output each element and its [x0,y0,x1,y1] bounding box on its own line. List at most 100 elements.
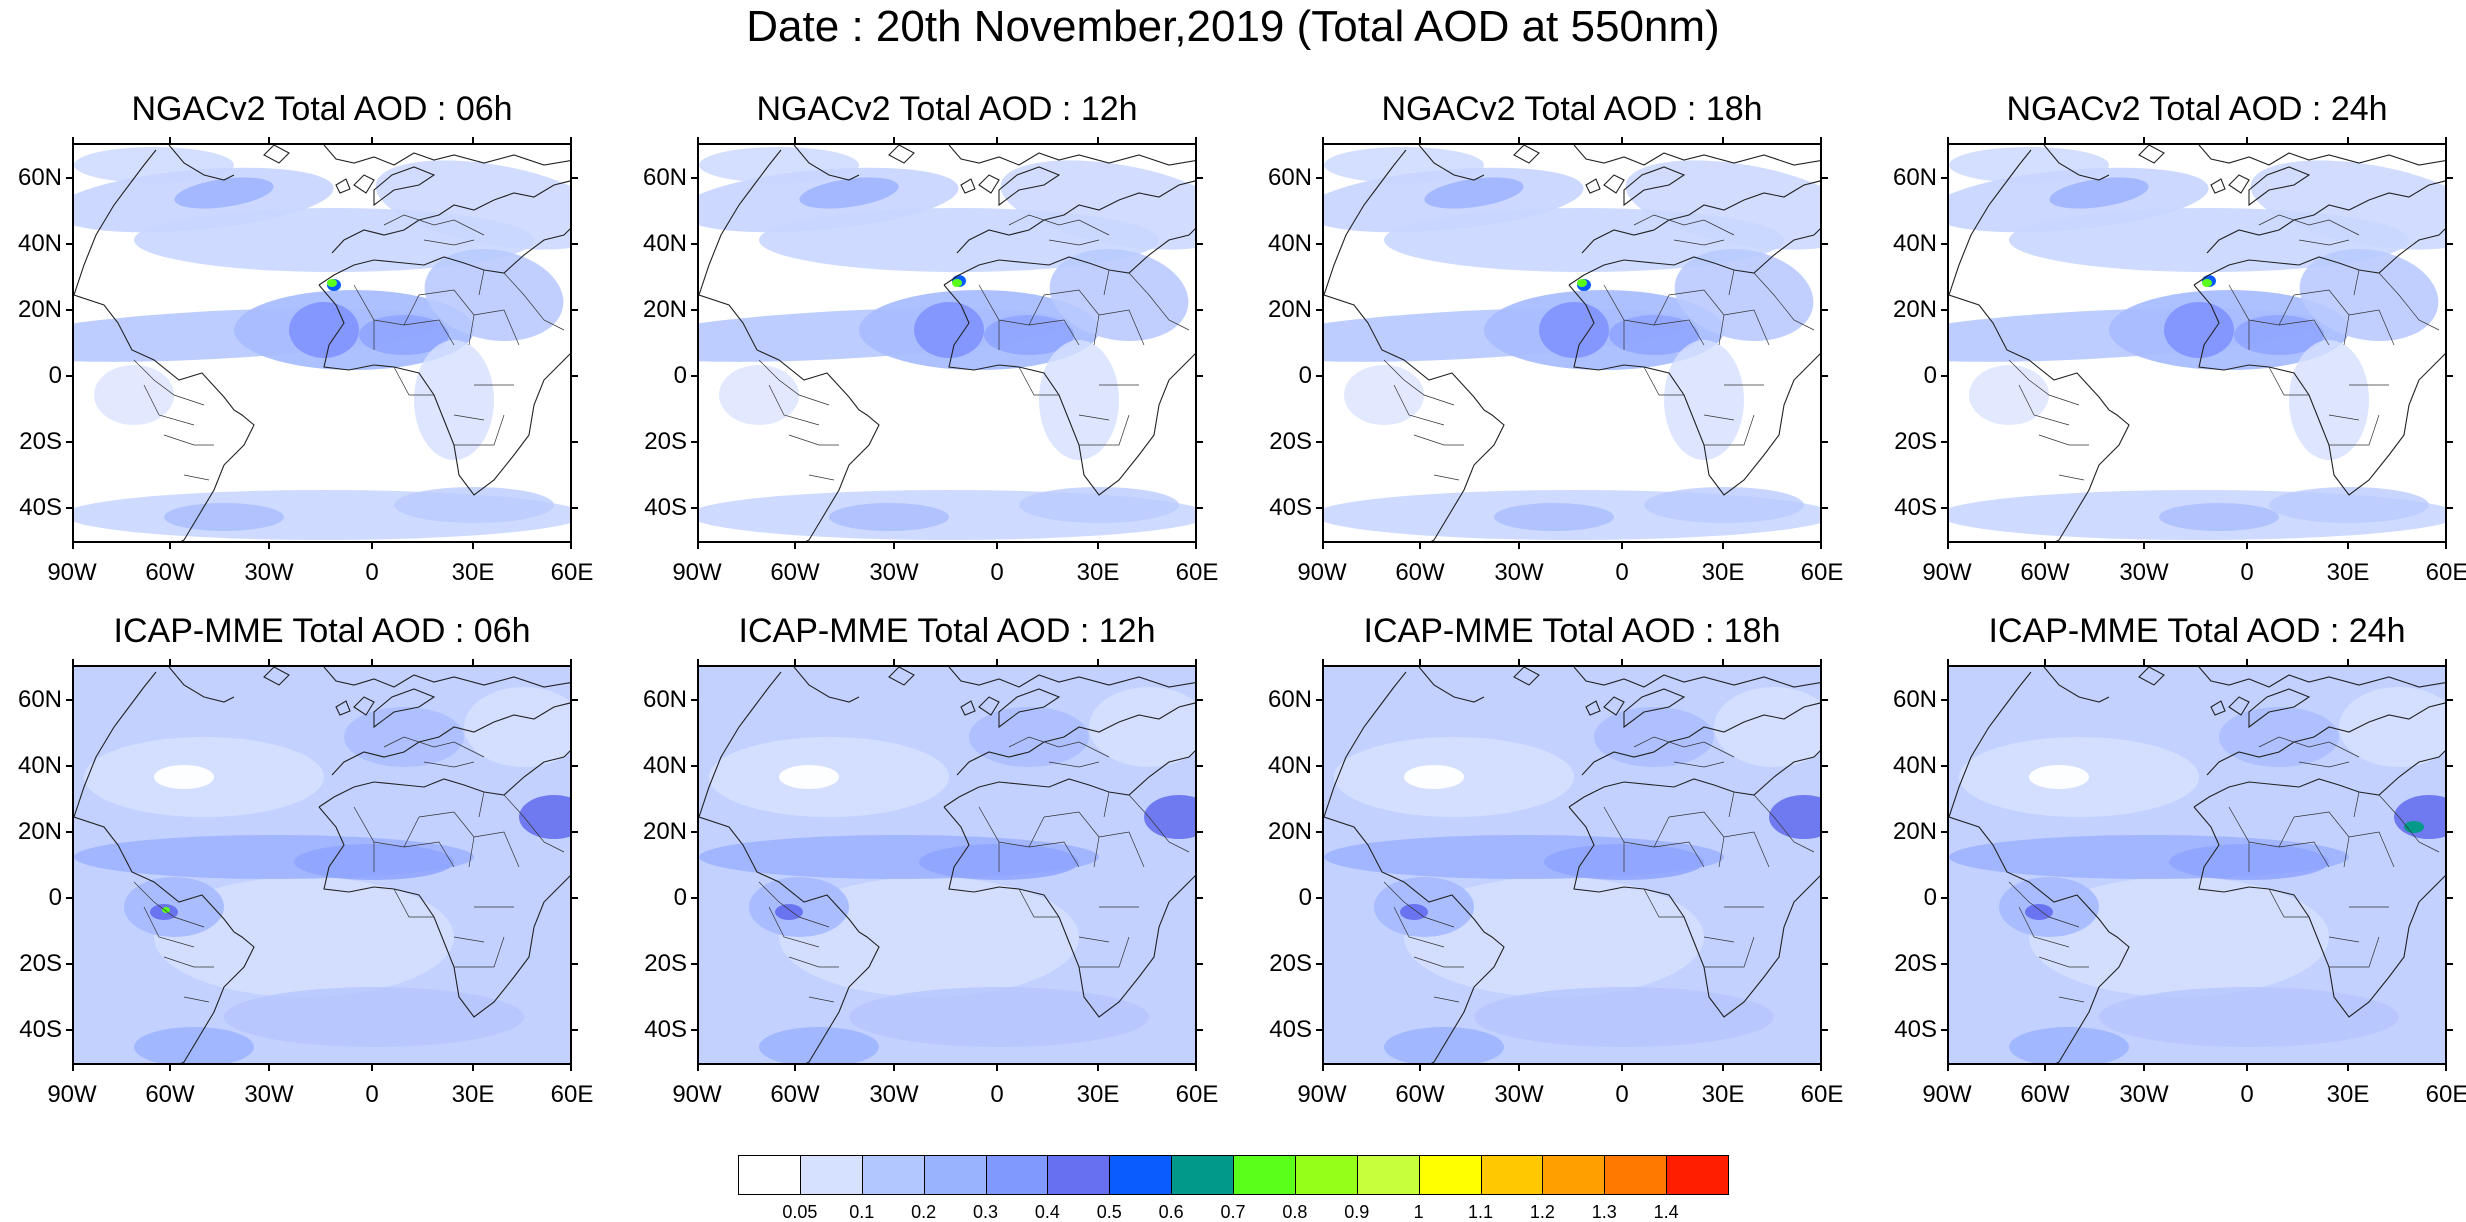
lon-tick-mark [1722,659,1724,667]
lon-tick-mark [1195,541,1197,549]
lat-tick-mark [1316,441,1324,443]
lat-tick-label: 20N [642,818,687,845]
lon-tick-label: 0 [990,1081,1004,1108]
lat-tick-mark [1820,375,1828,377]
lat-tick-mark [691,177,699,179]
colorbar-label: 1 [1413,1202,1424,1222]
lon-tick-mark [1195,1063,1197,1071]
lat-tick-mark [1820,831,1828,833]
lat-tick-mark [66,309,74,311]
colorbar-label: 1.2 [1529,1202,1555,1222]
lat-tick-mark [1316,831,1324,833]
lon-tick-label: 60W [145,1081,195,1108]
lon-tick-label: 60E [550,559,594,586]
colorbar-swatch [1480,1155,1544,1195]
panel-title: ICAP-MME Total AOD : 24h [1988,612,2406,650]
lat-tick-mark [570,963,578,965]
lon-tick-label: 30E [451,559,495,586]
map-panel-ngacv2-06h: NGACv2 Total AOD : 06h 60N 40N 20N 0 20S 40S 9… [18,90,593,586]
lat-tick-mark [691,441,699,443]
lat-tick-mark [1941,177,1949,179]
lon-tick-label: 30W [2119,559,2169,586]
lat-tick-mark [66,507,74,509]
lon-tick-mark [1518,1063,1520,1071]
lon-tick-mark [72,659,74,667]
lon-tick-mark [794,541,796,549]
lat-tick-mark [1316,897,1324,899]
lat-tick-label: 0 [673,884,687,911]
lat-tick-mark [1316,177,1324,179]
lon-tick-label: 30W [244,559,294,586]
lon-tick-mark [794,137,796,145]
aod-field-svg [1949,667,2445,1063]
lon-tick-label: 30W [869,559,919,586]
lon-tick-mark [2143,137,2145,145]
aod-map [1947,143,2447,543]
lat-tick-mark [570,897,578,899]
lon-tick-mark [2044,137,2046,145]
lat-tick-mark [1316,699,1324,701]
lat-tick-label: 0 [1298,884,1312,911]
lon-tick-mark [1518,659,1520,667]
lat-tick-label: 0 [48,362,62,389]
panel-title: NGACv2 Total AOD : 12h [756,90,1138,128]
lat-tick-label: 60N [642,164,687,191]
panel-title: NGACv2 Total AOD : 24h [2006,90,2388,128]
lat-tick-mark [570,309,578,311]
lon-tick-mark [893,137,895,145]
aod-map [697,143,1197,543]
lat-tick-mark [691,831,699,833]
lat-tick-label: 60N [642,686,687,713]
lon-tick-mark [2246,137,2248,145]
map-panel-icap-mme-12h: ICAP-MME Total AOD : 12h 60N 40N 20N 0 20S 40… [643,612,1218,1108]
lat-tick-label: 40S [1269,494,1312,521]
lat-tick-mark [1316,963,1324,965]
lat-tick-mark [1316,243,1324,245]
colorbar-swatch [1542,1155,1606,1195]
lat-tick-mark [1820,441,1828,443]
lon-tick-mark [472,137,474,145]
map-panel-icap-mme-24h: ICAP-MME Total AOD : 24h 60N 40N 20N 0 20S 40… [1893,612,2466,1108]
lat-tick-mark [66,375,74,377]
lat-tick-label: 40N [642,230,687,257]
panel-title: ICAP-MME Total AOD : 06h [113,612,531,650]
lon-tick-label: 30E [1076,1081,1120,1108]
lon-tick-mark [2347,541,2349,549]
aod-map [697,665,1197,1065]
lon-tick-label: 60E [1175,559,1219,586]
lat-tick-mark [66,963,74,965]
lon-tick-label: 60E [550,1081,594,1108]
lon-tick-label: 60E [2425,1081,2466,1108]
lat-tick-mark [691,309,699,311]
lon-tick-mark [1097,541,1099,549]
lon-tick-mark [570,659,572,667]
lat-tick-label: 20S [644,950,687,977]
lon-tick-mark [1621,659,1623,667]
lat-tick-mark [1820,699,1828,701]
lat-tick-mark [66,831,74,833]
lon-tick-label: 0 [2240,559,2254,586]
lat-tick-label: 20N [17,296,62,323]
colorbar-label: 0.3 [972,1202,999,1222]
lon-tick-mark [1621,541,1623,549]
lat-tick-label: 0 [1923,362,1937,389]
lon-tick-label: 60W [2020,1081,2070,1108]
lat-tick-mark [1195,897,1203,899]
lat-tick-label: 40S [19,1016,62,1043]
lon-tick-label: 60W [1395,559,1445,586]
lon-tick-label: 30E [451,1081,495,1108]
colorbar [738,1155,1729,1195]
aod-map [72,143,572,543]
lat-tick-mark [1195,177,1203,179]
lat-tick-label: 20S [1894,428,1937,455]
lon-tick-mark [1621,137,1623,145]
colorbar-label: 0.7 [1220,1202,1246,1222]
lat-tick-mark [1941,507,1949,509]
lon-tick-mark [1097,1063,1099,1071]
lat-tick-mark [66,1029,74,1031]
lon-tick-mark [169,1063,171,1071]
lat-tick-label: 20S [19,950,62,977]
lat-tick-mark [1941,963,1949,965]
lat-tick-label: 0 [1923,884,1937,911]
lat-tick-mark [2445,897,2453,899]
